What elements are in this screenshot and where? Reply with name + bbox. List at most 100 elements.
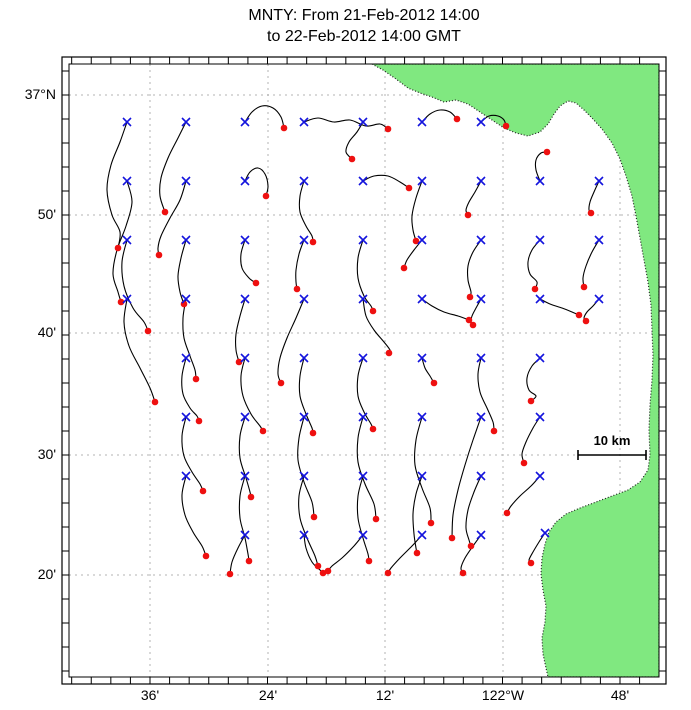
trajectory-end-dot [453,115,461,123]
y-axis-tick-label: 20' [37,566,56,582]
trajectory-end-dot [348,155,356,163]
trajectory-path [181,475,207,557]
trajectory-end-dot [543,148,551,156]
trajectory-start-x-marker [417,176,427,186]
trajectory-path [244,167,269,197]
trajectory-start-x-marker [122,176,132,186]
x-axis-tick-label: 122°W [481,687,525,703]
trajectory-path [277,298,305,384]
trajectory-end-dot [575,311,583,319]
trajectory-end-dot [202,552,210,560]
trajectory-end-dot [310,513,318,521]
trajectory-end-dot [280,124,288,132]
trajectory-start-x-marker [299,471,309,481]
trajectory-end-dot [262,192,270,200]
trajectory-end-dot [490,427,498,435]
trajectory-start-x-marker [240,294,250,304]
trajectory-start-x-marker [476,176,486,186]
trajectory-end-dot [117,298,125,306]
trajectory-path [362,298,391,354]
trajectory-path [387,534,423,574]
trajectory-end-dot [226,570,234,578]
trajectory-path [298,357,314,434]
trajectory-start-x-marker [476,235,486,245]
trajectory-start-x-marker [535,176,545,186]
trajectory-end-dot [199,487,207,495]
trajectory-path [181,416,204,492]
trajectory-start-x-marker [417,235,427,245]
trajectory-start-x-marker [299,530,309,540]
trajectory-start-x-marker [594,235,604,245]
trajectory-path [303,117,389,130]
trajectory-start-x-marker [594,176,604,186]
trajectory-end-dot [195,417,203,425]
trajectory-end-dot [114,244,122,252]
x-axis-tick-label: 12' [375,687,395,703]
trajectory-start-x-marker [358,353,368,363]
trajectory-start-x-marker [122,117,132,127]
trajectory-path [588,180,600,214]
trajectory-start-x-marker [181,117,191,127]
trajectory-path [403,239,423,269]
trajectory-start-x-marker [476,530,486,540]
trajectory-start-x-marker [535,412,545,422]
trajectory-path [159,121,187,213]
trajectory-start-x-marker [299,235,309,245]
trajectory-path [182,298,197,380]
trajectory-end-dot [369,307,377,315]
trajectory-start-x-marker [122,235,132,245]
trajectory-path [421,109,458,123]
trajectory-start-x-marker [240,353,250,363]
trajectory-path [527,239,541,290]
plot-area [69,64,659,677]
trajectory-end-dot [384,125,392,133]
trajectory-path [480,114,507,127]
trajectory-path [240,357,264,432]
trajectory-start-x-marker [535,353,545,363]
trajectory-end-dot [413,549,421,557]
trajectory-start-x-marker [181,412,191,422]
trajectory-path [465,475,482,547]
trajectory-start-x-marker [299,412,309,422]
trajectory-path [414,416,432,524]
trajectory-start-x-marker [299,176,309,186]
trajectory-path [412,475,423,554]
trajectory-path [356,416,377,520]
trajectory-path [534,151,548,182]
trajectory-start-x-marker [240,235,250,245]
x-axis-tick-label: 48' [610,687,630,703]
trajectory-path [526,357,541,402]
trajectory-path [244,105,285,129]
trajectory-start-x-marker [358,235,368,245]
trajectory-end-dot [144,327,152,335]
trajectory-end-dot [247,493,255,501]
trajectory-path [362,174,410,189]
trajectory-end-dot [503,509,511,517]
trajectory-path [460,534,482,574]
trajectory-path [345,121,364,160]
trajectory-start-x-marker [535,235,545,245]
x-axis-tick-label: 24' [258,687,278,703]
trajectory-path [297,416,315,518]
trajectory-end-dot [293,285,301,293]
trajectory-start-x-marker [181,235,191,245]
trajectory-start-x-marker [417,294,427,304]
trajectory-end-dot [324,567,332,575]
trajectory-path [157,180,187,256]
trajectory-start-x-marker [476,412,486,422]
trajectory-path [229,534,246,575]
trajectory-start-x-marker [417,353,427,363]
trajectory-start-x-marker [240,471,250,481]
trajectory-path [411,180,423,242]
trajectory-path [539,298,580,316]
trajectory-path [466,239,482,298]
trajectory-start-x-marker [417,471,427,481]
trajectory-end-dot [467,542,475,550]
trajectory-start-x-marker [181,353,191,363]
trajectory-path [235,298,246,363]
trajectory-end-dot [527,397,535,405]
trajectory-path [521,416,541,464]
trajectory-end-dot [161,208,169,216]
